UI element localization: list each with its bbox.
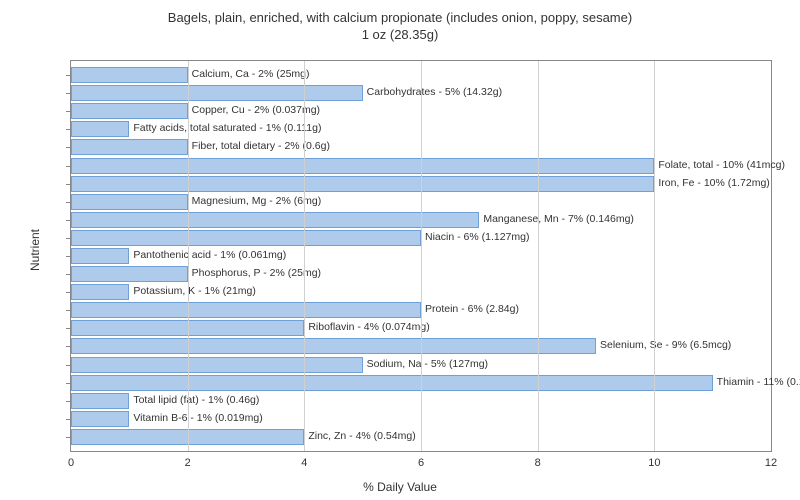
bar-value-label: Total lipid (fat) - 1% (0.46g) — [129, 394, 259, 406]
x-axis-label: % Daily Value — [0, 480, 800, 494]
bar — [71, 266, 188, 282]
y-tick — [66, 274, 71, 275]
y-tick — [66, 328, 71, 329]
y-tick — [66, 202, 71, 203]
y-tick — [66, 383, 71, 384]
bar-value-label: Zinc, Zn - 4% (0.54mg) — [304, 430, 415, 442]
y-tick — [66, 401, 71, 402]
bar — [71, 212, 479, 228]
y-tick — [66, 365, 71, 366]
y-tick — [66, 437, 71, 438]
bar — [71, 103, 188, 119]
title-line-2: 1 oz (28.35g) — [362, 27, 439, 42]
bar-value-label: Copper, Cu - 2% (0.037mg) — [188, 104, 320, 116]
title-line-1: Bagels, plain, enriched, with calcium pr… — [168, 10, 632, 25]
bar-value-label: Selenium, Se - 9% (6.5mcg) — [596, 339, 731, 351]
bar-value-label: Vitamin B-6 - 1% (0.019mg) — [129, 412, 262, 424]
y-tick — [66, 220, 71, 221]
bar — [71, 176, 654, 192]
y-tick — [66, 75, 71, 76]
bar-value-label: Sodium, Na - 5% (127mg) — [363, 358, 488, 370]
x-tick-label: 12 — [765, 457, 777, 469]
bar — [71, 357, 363, 373]
bar — [71, 158, 654, 174]
gridline — [654, 61, 655, 451]
y-axis-label: Nutrient — [28, 229, 42, 271]
bar — [71, 411, 129, 427]
gridline — [188, 61, 189, 451]
y-tick — [66, 256, 71, 257]
x-tick-label: 2 — [185, 457, 191, 469]
bar — [71, 139, 188, 155]
x-tick-label: 4 — [301, 457, 307, 469]
bar — [71, 375, 713, 391]
bar-value-label: Protein - 6% (2.84g) — [421, 303, 519, 315]
bar-value-label: Manganese, Mn - 7% (0.146mg) — [479, 213, 634, 225]
x-tick-label: 8 — [535, 457, 541, 469]
bar-value-label: Niacin - 6% (1.127mg) — [421, 231, 529, 243]
bar-value-label: Calcium, Ca - 2% (25mg) — [188, 68, 310, 80]
y-tick — [66, 292, 71, 293]
bar-value-label: Pantothenic acid - 1% (0.061mg) — [129, 249, 286, 261]
y-tick — [66, 93, 71, 94]
y-tick — [66, 184, 71, 185]
y-tick — [66, 419, 71, 420]
bar-value-label: Phosphorus, P - 2% (25mg) — [188, 267, 321, 279]
bar — [71, 85, 363, 101]
bar-value-label: Thiamin - 11% (0.170mg) — [713, 376, 800, 388]
bar-value-label: Iron, Fe - 10% (1.72mg) — [654, 177, 769, 189]
y-tick — [66, 346, 71, 347]
y-tick — [66, 111, 71, 112]
bar-value-label: Magnesium, Mg - 2% (6mg) — [188, 195, 322, 207]
bar — [71, 121, 129, 137]
y-tick — [66, 147, 71, 148]
bar — [71, 248, 129, 264]
bar-value-label: Potassium, K - 1% (21mg) — [129, 285, 256, 297]
bar — [71, 338, 596, 354]
bar — [71, 194, 188, 210]
gridline — [538, 61, 539, 451]
x-tick-label: 0 — [68, 457, 74, 469]
bar — [71, 67, 188, 83]
y-tick — [66, 129, 71, 130]
bar — [71, 302, 421, 318]
gridline — [304, 61, 305, 451]
bar-value-label: Riboflavin - 4% (0.074mg) — [304, 321, 429, 333]
bar — [71, 393, 129, 409]
bar-value-label: Carbohydrates - 5% (14.32g) — [363, 86, 502, 98]
chart-container: Bagels, plain, enriched, with calcium pr… — [0, 0, 800, 500]
gridline — [421, 61, 422, 451]
bar — [71, 230, 421, 246]
y-tick — [66, 166, 71, 167]
bar-value-label: Fiber, total dietary - 2% (0.6g) — [188, 140, 330, 152]
x-tick-label: 10 — [648, 457, 660, 469]
bar — [71, 284, 129, 300]
y-tick — [66, 310, 71, 311]
plot-area: Calcium, Ca - 2% (25mg) Carbohydrates - 5… — [70, 60, 772, 452]
y-tick — [66, 238, 71, 239]
x-tick-label: 6 — [418, 457, 424, 469]
bar-value-label: Fatty acids, total saturated - 1% (0.111… — [129, 122, 321, 134]
bar-value-label: Folate, total - 10% (41mcg) — [654, 159, 785, 171]
chart-title: Bagels, plain, enriched, with calcium pr… — [0, 0, 800, 44]
